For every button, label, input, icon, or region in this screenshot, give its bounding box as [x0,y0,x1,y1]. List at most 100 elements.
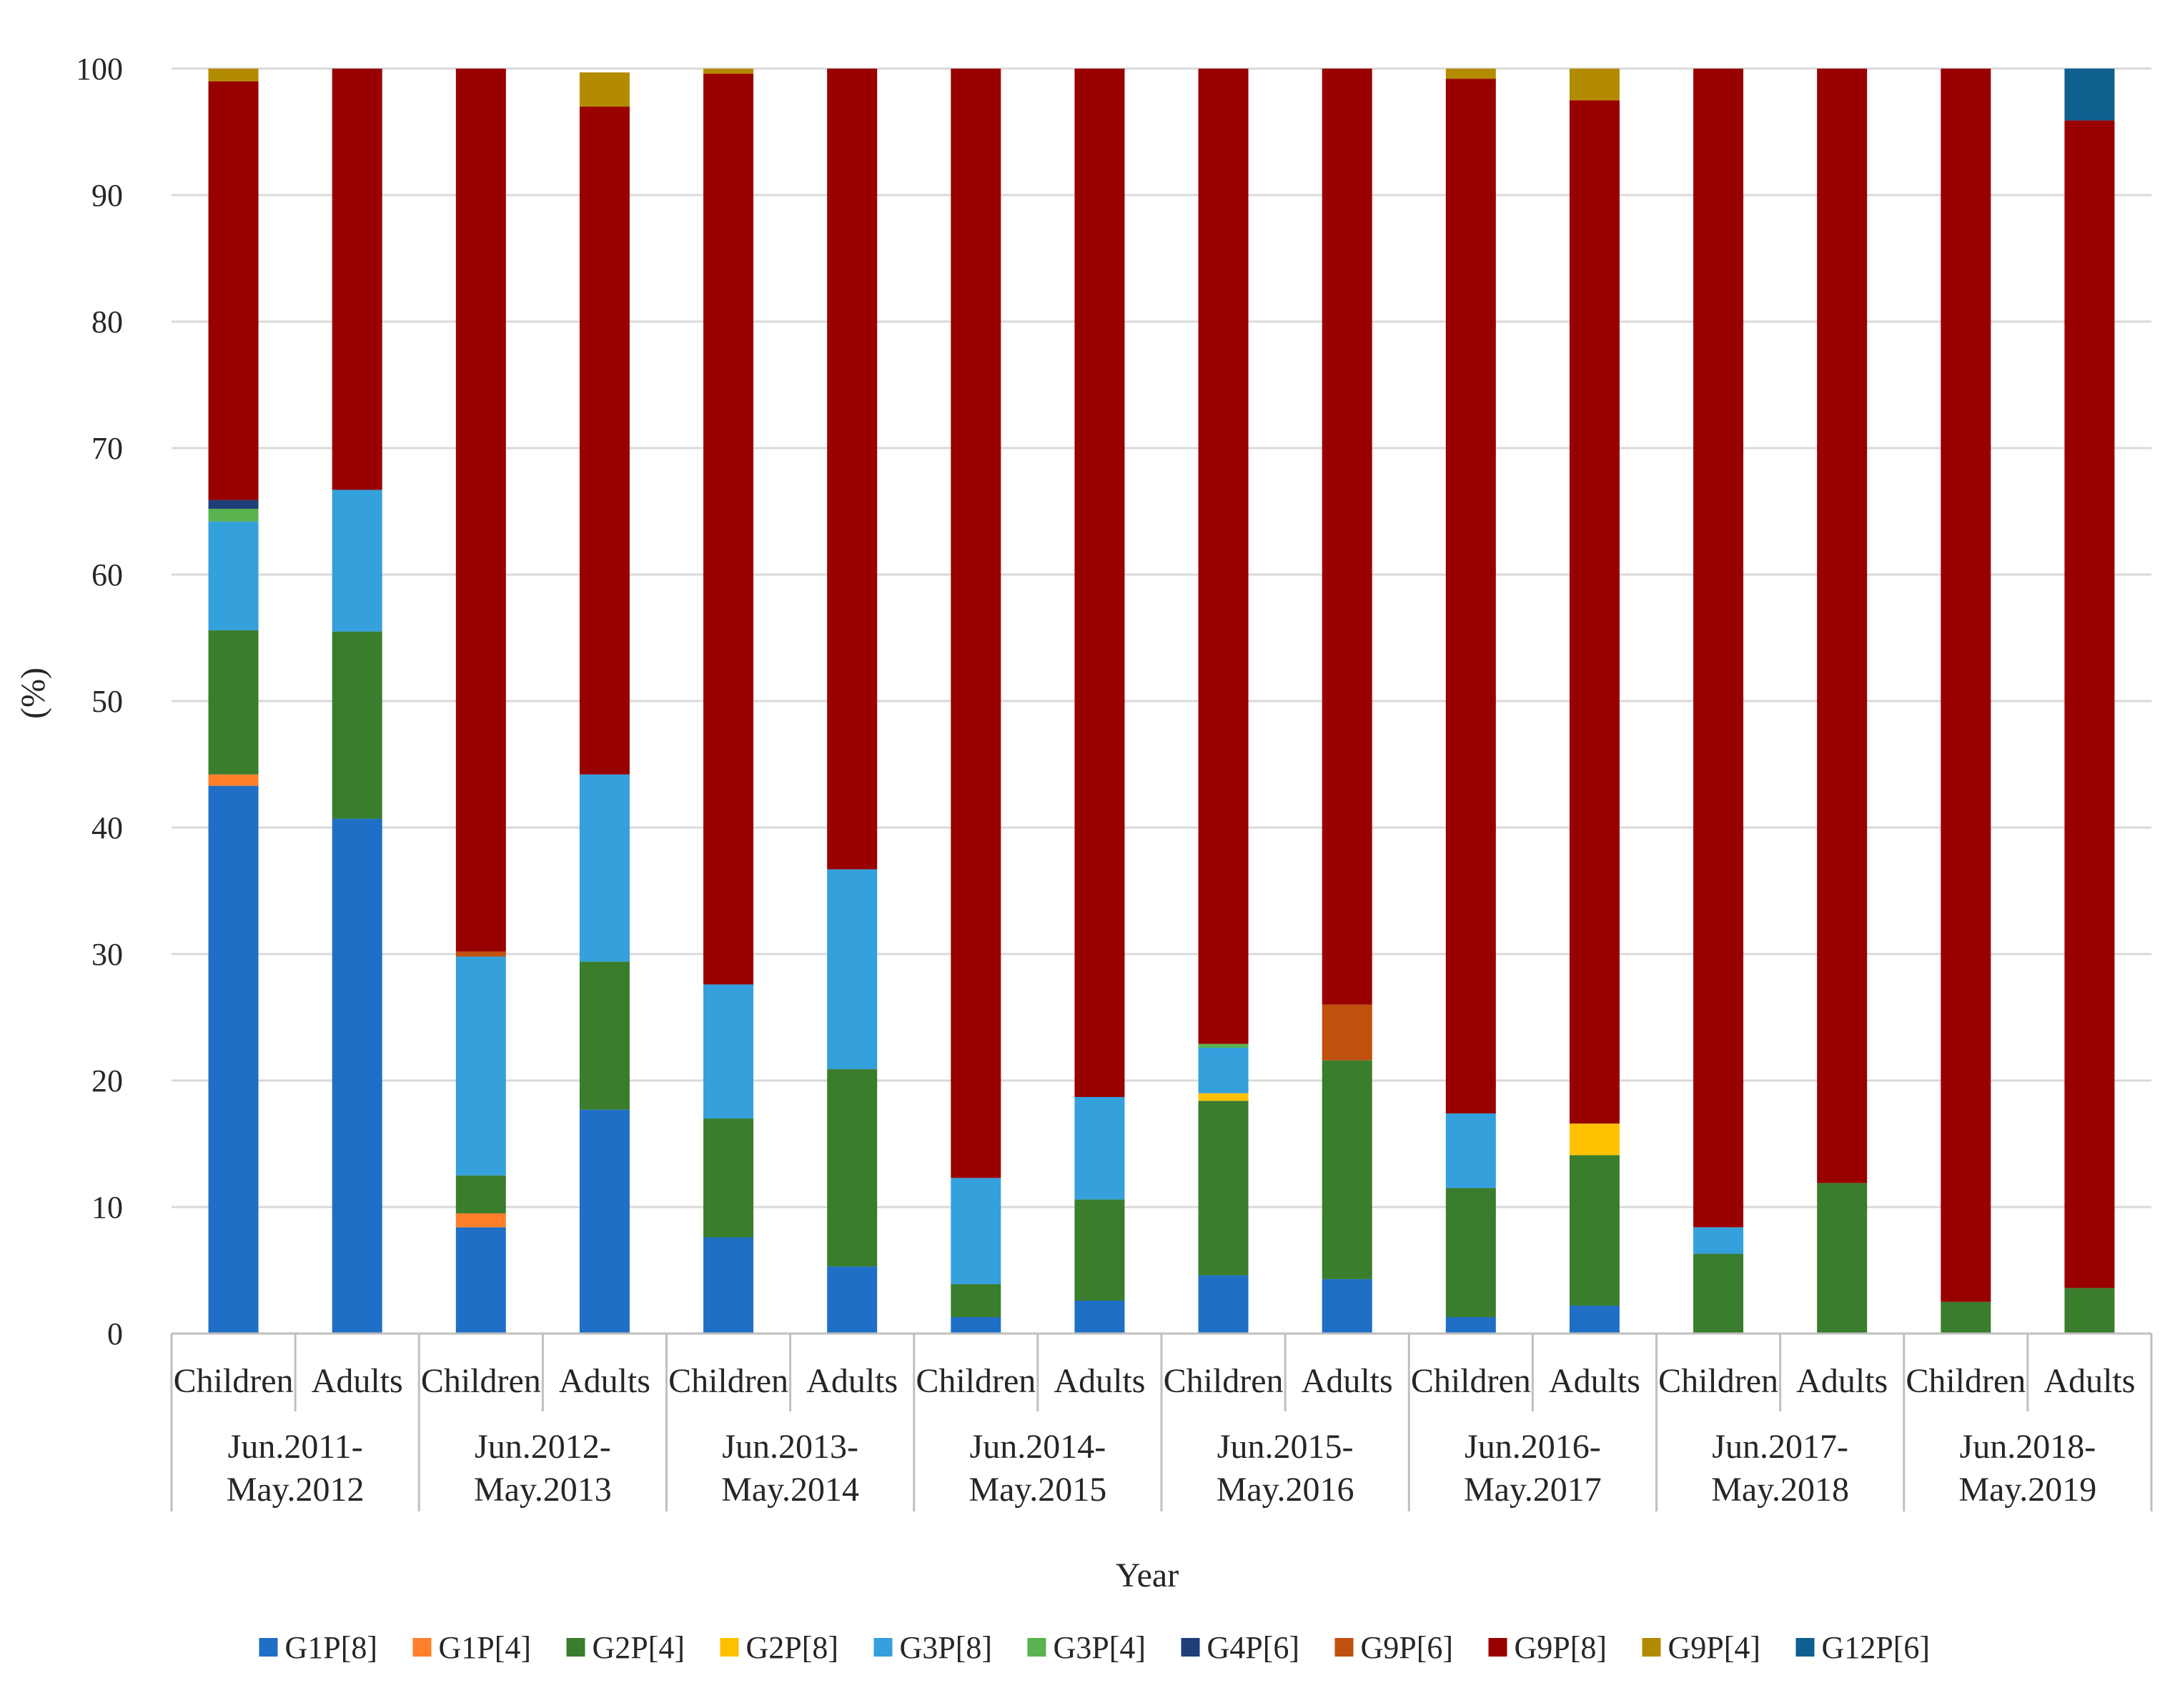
bar-segment [455,956,506,1176]
bar-segment [1693,69,1744,1228]
bar-segment [1322,1278,1372,1334]
bar-segment [951,1316,1001,1334]
bar-stack [1569,69,1620,1334]
x-category-label: Children [916,1362,1036,1400]
bar-segment [2064,69,2115,121]
y-tick-label: 0 [107,1316,123,1351]
x-group-label-line2: May.2018 [1711,1471,1849,1509]
bar-segment [1445,1188,1496,1317]
bar-segment [332,631,382,819]
bar-segment [1322,1004,1372,1061]
y-tick-label: 40 [91,810,123,845]
y-tick-label: 70 [91,431,123,466]
bar-segment [1074,1097,1125,1200]
legend-label: G1P[8] [285,1630,378,1665]
legend-label: G9P[4] [1668,1630,1761,1665]
legend-swatch [873,1638,893,1657]
x-category-label: Adults [1796,1362,1888,1400]
bar-segment [332,69,382,490]
bar-stack [703,69,754,1334]
bar-segment [703,1237,754,1334]
legend-label: G9P[8] [1515,1630,1607,1665]
legend-swatch [1027,1638,1046,1657]
bar-segment [1198,69,1249,1044]
legend-item: G1P[8] [259,1630,378,1665]
bar-segment [703,74,754,985]
bar-segment [1445,79,1496,1114]
bar-segment [1322,69,1372,1005]
x-group-label-line1: Jun.2013- [722,1428,858,1466]
bar-segment [2064,120,2115,1289]
y-tick-label: 50 [91,684,123,719]
bar-segment [951,1178,1001,1284]
bar-segment [827,869,878,1070]
legend-item: G2P[4] [566,1630,685,1665]
bar-segment [827,69,878,870]
bar-segment [579,106,630,775]
x-category-label: Children [1411,1362,1531,1400]
legend-label: G12P[6] [1822,1630,1931,1665]
bar-segment [951,1284,1001,1317]
x-category-label: Children [1658,1362,1778,1400]
bar-segment [455,1227,506,1334]
x-category-label: Adults [312,1362,403,1400]
bar-segment [1569,1306,1620,1334]
legend-label: G2P[8] [746,1630,839,1665]
bar-segment [1569,1123,1620,1156]
bar-segment [1198,1101,1249,1276]
y-tick-label: 30 [91,937,123,972]
legend-swatch [1642,1638,1661,1657]
bar-segment [1569,100,1620,1124]
legend-item: G3P[4] [1027,1630,1146,1665]
y-tick-label: 90 [91,178,123,213]
bar-segment [1445,69,1496,79]
bar-segment [703,984,754,1119]
bar-segment [579,1109,630,1334]
legend-label: G9P[6] [1361,1630,1454,1665]
legend-item: G3P[8] [873,1630,993,1665]
x-group-label-line1: Jun.2012- [475,1428,611,1466]
bar-stack [1693,69,1744,1334]
bar-segment [1941,69,1991,1302]
bar-segment [1198,1093,1249,1101]
legend-swatch [566,1638,585,1657]
y-tick-label: 100 [76,51,123,86]
bar-stack [2064,69,2115,1334]
legend-label: G3P[8] [900,1630,993,1665]
legend-item: G1P[4] [412,1630,532,1665]
legend-swatch [1181,1638,1200,1657]
bar-stack [951,69,1001,1334]
x-category-label: Adults [806,1362,898,1400]
bar-stack [1074,69,1125,1334]
x-group-label-line1: Jun.2015- [1217,1428,1354,1466]
x-group-label-line2: May.2014 [721,1471,859,1509]
x-axis: Children Adults Children Adults Children Adul… [170,1332,2153,1511]
bar-stack [1817,69,1868,1334]
legend-swatch [1488,1638,1507,1657]
legend-item: G9P[4] [1642,1630,1761,1665]
y-tick-label: 10 [91,1190,123,1225]
y-tick-label: 80 [91,304,123,339]
x-category-label: Children [421,1362,541,1400]
bar-stack [208,69,259,1334]
y-tick-label: 60 [91,557,123,592]
bar-stacks [208,69,2115,1334]
bar-segment [1445,1316,1496,1334]
y-axis-title: (%) [14,667,52,719]
bar-segment [208,785,259,1334]
legend-label: G1P[4] [439,1630,532,1665]
bar-segment [703,1118,754,1238]
x-category-label: Adults [2043,1362,2135,1400]
bar-segment [208,69,259,81]
bar-segment [1817,1183,1868,1334]
x-category-label: Children [1164,1362,1284,1400]
bar-stack [1445,69,1496,1334]
bar-segment [208,630,259,775]
bar-segment [2064,1288,2115,1334]
legend-item: G9P[8] [1488,1630,1607,1665]
bar-segment [579,774,630,962]
x-category-label: Adults [1054,1362,1145,1400]
bar-segment [951,69,1001,1178]
bar-stack [827,69,878,1334]
